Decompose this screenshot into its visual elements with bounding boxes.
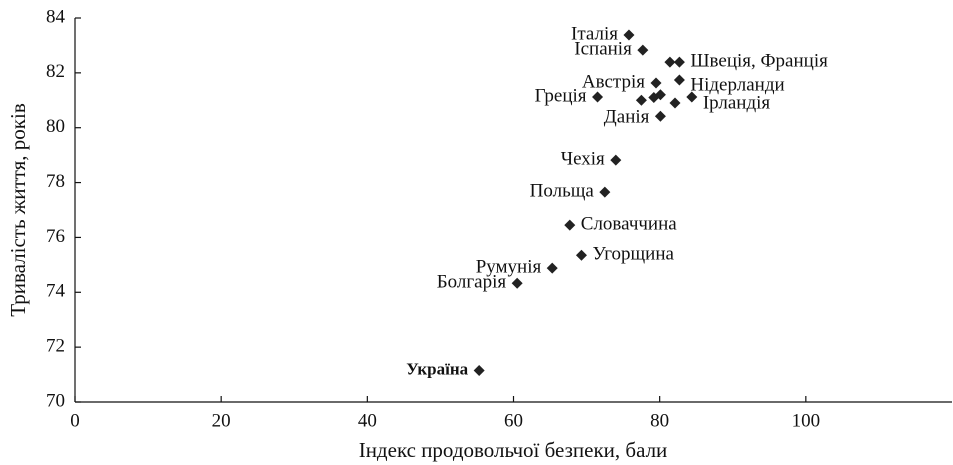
point bbox=[654, 110, 666, 122]
x-tick-label: 100 bbox=[792, 410, 821, 431]
point-label: Чехія bbox=[561, 148, 605, 169]
point bbox=[686, 91, 698, 103]
point-label: Нідерланди bbox=[690, 74, 784, 95]
point-label: Австрія bbox=[582, 71, 645, 92]
point bbox=[673, 74, 685, 86]
y-axis-title: Тривалість життя, років bbox=[6, 103, 30, 317]
y-tick-label: 76 bbox=[46, 226, 65, 247]
x-tick-label: 0 bbox=[70, 410, 80, 431]
point-label: Україна bbox=[406, 359, 468, 378]
point-label: Румунія bbox=[476, 257, 542, 278]
y-tick-label: 82 bbox=[46, 61, 65, 82]
point-label: Швеція, Франція bbox=[690, 51, 828, 72]
point-label: Угорщина bbox=[592, 244, 674, 265]
point bbox=[635, 94, 647, 106]
point bbox=[511, 277, 523, 289]
point-label: Данія bbox=[604, 107, 650, 128]
point-label: Ірландія bbox=[703, 92, 771, 113]
point-label: Словаччина bbox=[581, 213, 677, 234]
y-tick-label: 78 bbox=[46, 171, 65, 192]
point bbox=[564, 219, 576, 231]
point bbox=[664, 56, 676, 68]
point bbox=[673, 56, 685, 68]
y-tick-label: 70 bbox=[46, 390, 65, 411]
point-label: Болгарія bbox=[437, 272, 507, 293]
x-axis-title: Індекс продовольчої безпеки, бали bbox=[359, 438, 668, 462]
x-tick-label: 20 bbox=[212, 410, 231, 431]
x-tick-label: 80 bbox=[650, 410, 669, 431]
point bbox=[669, 97, 681, 109]
point bbox=[575, 249, 587, 261]
y-tick-label: 72 bbox=[46, 336, 65, 357]
point-label: Польща bbox=[530, 181, 595, 202]
y-tick-label: 84 bbox=[46, 6, 66, 27]
y-tick-label: 80 bbox=[46, 116, 65, 137]
point bbox=[623, 29, 635, 41]
point-label: Іспанія bbox=[574, 38, 632, 59]
y-tick-label: 74 bbox=[46, 281, 66, 302]
point bbox=[610, 154, 622, 166]
x-tick-label: 40 bbox=[358, 410, 377, 431]
point bbox=[654, 89, 666, 101]
point bbox=[650, 77, 662, 89]
point bbox=[592, 91, 604, 103]
x-tick-label: 60 bbox=[504, 410, 523, 431]
point bbox=[546, 262, 558, 274]
point bbox=[473, 364, 485, 376]
point-label: Греція bbox=[535, 85, 587, 106]
point-label: Італія bbox=[571, 23, 618, 44]
point bbox=[637, 44, 649, 56]
point bbox=[599, 186, 611, 198]
